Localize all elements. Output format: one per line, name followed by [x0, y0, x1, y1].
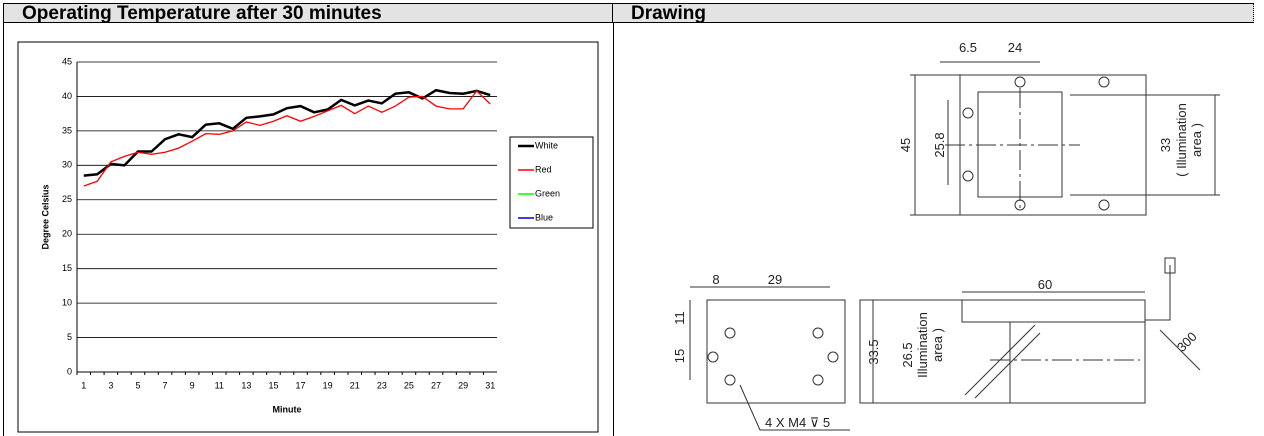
x-tick-label: 27	[431, 380, 441, 390]
x-tick-label: 7	[163, 380, 168, 390]
legend-label: White	[535, 140, 558, 150]
drawing: 6.5 24 45 25.8 33 ( Illumination area ) …	[672, 40, 1220, 431]
x-tick-label: 5	[135, 380, 140, 390]
legend-label: Red	[535, 164, 552, 174]
y-tick-label: 45	[62, 56, 72, 66]
dimension-label: 11	[672, 311, 687, 325]
dimension-label: 45	[898, 138, 913, 152]
dimension-label: area )	[1189, 123, 1204, 157]
y-tick-label: 35	[62, 125, 72, 135]
dimension-label: Illumination	[915, 312, 930, 378]
y-tick-label: 25	[62, 194, 72, 204]
x-tick-label: 1	[81, 380, 86, 390]
dimension-label: ( Illumination	[1174, 103, 1189, 177]
x-tick-label: 19	[323, 380, 333, 390]
y-tick-label: 0	[67, 366, 72, 376]
dimension-label: 26.5	[900, 342, 915, 367]
x-tick-label: 13	[241, 380, 251, 390]
chart-frame	[17, 41, 599, 433]
series-line	[83, 88, 491, 177]
dimension-label: 300	[1174, 329, 1200, 355]
dimension-label: 29	[768, 272, 782, 287]
dimension-label: 33.5	[866, 339, 881, 364]
x-tick-label: 29	[458, 380, 468, 390]
x-tick-label: 23	[377, 380, 387, 390]
front-view: 33.5 26.5 Illumination area ) 60 300	[859, 257, 1201, 404]
dimension-label: 24	[1008, 40, 1022, 55]
x-tick-label: 15	[268, 380, 278, 390]
x-tick-label: 3	[108, 380, 113, 390]
x-tick-label: 11	[215, 380, 224, 390]
y-axis-label: Degree Celsius	[40, 184, 50, 249]
chart: Minute Degree Celsius 051015202530354045…	[17, 41, 599, 433]
dimension-label: 4 X M4 ⊽ 5	[765, 415, 830, 430]
dimension-label: area )	[930, 328, 945, 362]
y-tick-label: 5	[67, 332, 72, 342]
series-line	[83, 89, 491, 187]
dimension-label: 15	[672, 349, 687, 363]
y-tick-label: 30	[62, 160, 72, 170]
legend	[509, 136, 594, 229]
x-tick-label: 17	[296, 380, 306, 390]
cell	[3, 22, 614, 436]
dimension-label: 25.8	[932, 132, 947, 157]
y-tick-label: 20	[62, 229, 72, 239]
x-tick-label: 25	[404, 380, 414, 390]
y-tick-label: 40	[62, 91, 72, 101]
dimension-label: 8	[712, 272, 719, 287]
x-tick-label: 31	[485, 380, 495, 390]
dimension-label: 33	[1158, 138, 1173, 152]
x-tick-label: 9	[190, 380, 195, 390]
column-header: Drawing	[612, 3, 1254, 24]
dimension-label: 6.5	[959, 40, 977, 55]
column-header: Operating Temperature after 30 minutes	[3, 3, 613, 24]
x-axis-label: Minute	[273, 404, 302, 414]
y-tick-label: 15	[62, 263, 72, 273]
y-tick-label: 10	[62, 297, 72, 307]
x-tick-label: 21	[350, 380, 360, 390]
legend-label: Blue	[535, 212, 553, 222]
legend-label: Green	[535, 188, 560, 198]
dimension-label: 60	[1038, 277, 1052, 292]
top-view: 6.5 24 45 25.8 33 ( Illumination area )	[898, 40, 1220, 216]
side-view: 8 29 11 15 4 X M4 ⊽ 5	[672, 272, 850, 431]
